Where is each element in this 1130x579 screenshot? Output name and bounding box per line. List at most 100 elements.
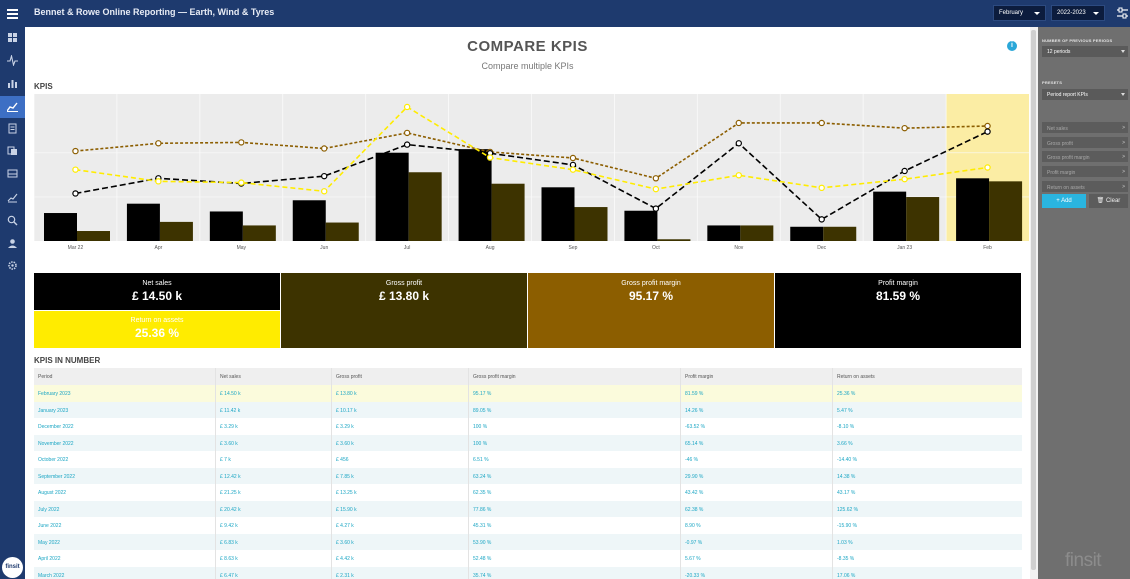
period-link[interactable]: July 2022 (38, 506, 60, 513)
kpi-tile-profit-margin[interactable]: Profit margin 81.59 % (775, 273, 1021, 348)
presets-select-value: Period report KPIs (1047, 92, 1088, 98)
bar-net-sales (624, 210, 658, 241)
sidebar-item-inbox[interactable] (0, 163, 25, 185)
vertical-scrollbar[interactable] (1030, 27, 1038, 579)
table-row[interactable]: December 2022 £ 3.29 k £ 3.29 k 100 % -63.52… (34, 418, 1022, 435)
kpi-tile-net-sales[interactable]: Net sales £ 14.50 k (34, 273, 280, 310)
add-button[interactable]: + Add (1042, 194, 1086, 208)
table-cell: £ 3.60 k (336, 539, 354, 546)
kpi-selector-label: Net sales (1047, 126, 1068, 132)
kpi-tile-label: Net sales (142, 280, 172, 287)
periods-select[interactable]: 12 periods (1042, 46, 1128, 57)
period-link[interactable]: January 2023 (38, 407, 69, 414)
kpi-selector-item[interactable]: Gross profit > (1042, 136, 1128, 149)
column-header[interactable]: Profit margin (685, 374, 714, 380)
kpi-selector-label: Profit margin (1047, 170, 1076, 177)
trend-icon (7, 193, 18, 203)
line-chart-icon (7, 102, 18, 112)
column-header[interactable]: Return on assets (837, 374, 875, 380)
table-cell: -8.35 % (837, 556, 855, 562)
kpi-tile-return-on-assets[interactable]: Return on assets 25.36 % (34, 311, 280, 348)
sidebar-item-reports[interactable] (0, 140, 25, 162)
period-link[interactable]: December 2022 (38, 424, 74, 430)
period-link[interactable]: September 2022 (38, 473, 75, 480)
table-row[interactable]: September 2022 £ 12.42 k £ 7.85 k 63.24 % 29… (34, 467, 1022, 484)
month-select[interactable]: February (993, 5, 1046, 21)
column-header[interactable]: Period (38, 374, 53, 380)
period-link[interactable]: August 2022 (38, 490, 67, 496)
kpi-selector-item[interactable]: Return on assets > (1042, 180, 1128, 193)
table-row[interactable]: May 2022 £ 6.83 k £ 3.60 k 53.90 % -0.97 % 1.… (34, 533, 1022, 550)
sidebar-item-line-chart[interactable] (0, 96, 25, 118)
chevron-right-icon[interactable]: > (1122, 125, 1125, 131)
point-gross-profit-margin (818, 119, 825, 127)
table-row[interactable]: March 2022 £ 6.47 k £ 2.31 k 35.74 % -20.33 … (34, 566, 1022, 579)
sidebar-item-activity[interactable] (0, 50, 25, 72)
sidebar-item-trend[interactable] (0, 187, 25, 209)
kpi-selector-item[interactable]: Gross profit margin > (1042, 151, 1128, 164)
dashboard-icon (8, 33, 17, 42)
table-row[interactable]: January 2023 £ 11.42 k £ 10.17 k 89.05 % 14.… (34, 401, 1022, 418)
kpi-selector-item[interactable]: Profit margin > (1042, 166, 1128, 179)
scrollbar-thumb[interactable] (1031, 30, 1036, 570)
table-row[interactable]: August 2022 £ 21.25 k £ 13.25 k 62.35 % 43.4… (34, 484, 1022, 501)
kpi-tile-gross-profit-margin[interactable]: Gross profit margin 95.17 % (528, 273, 774, 348)
sidebar-item-search[interactable] (0, 210, 25, 232)
x-tick-label: Mar 22 (68, 245, 84, 251)
column-header[interactable]: Gross profit (336, 374, 362, 380)
search-icon (7, 215, 18, 226)
column-header[interactable]: Net sales (220, 374, 241, 380)
table-row[interactable]: October 2022 £ 7 k £ 456 6.51 % -46 % -14.40 … (34, 451, 1022, 468)
table-row[interactable]: November 2022 £ 3.60 k £ 3.60 k 100 % 65.14 … (34, 434, 1022, 451)
presets-select[interactable]: Period report KPIs (1042, 89, 1128, 100)
chevron-right-icon[interactable]: > (1122, 183, 1125, 190)
table-row[interactable]: June 2022 £ 9.42 k £ 4.27 k 45.31 % 8.90 % -1… (34, 517, 1022, 534)
column-header[interactable]: Gross profit margin (473, 374, 516, 380)
year-select-value: 2022-2023 (1057, 10, 1086, 16)
period-link[interactable]: June 2022 (38, 523, 62, 529)
chevron-right-icon[interactable]: > (1122, 154, 1125, 161)
period-link[interactable]: November 2022 (38, 440, 74, 447)
table-row[interactable]: April 2022 £ 8.63 k £ 4.42 k 52.48 % 5.67 % -… (34, 550, 1022, 567)
kpis-in-number-title: KPIS IN NUMBER (34, 356, 101, 365)
year-select[interactable]: 2022-2023 (1051, 5, 1105, 21)
sidebar-item-document[interactable] (0, 118, 25, 140)
period-link[interactable]: March 2022 (38, 572, 65, 579)
filter-toggle-icon[interactable] (1115, 6, 1129, 21)
point-gross-profit-margin (321, 145, 328, 152)
period-link[interactable]: February 2023 (38, 391, 71, 397)
sidebar-item-bar-chart[interactable] (0, 73, 25, 95)
table-cell: £ 21.25 k (220, 490, 241, 496)
table-header: Period Net sales Gross profit Gross profit … (34, 368, 1022, 385)
menu-icon[interactable] (0, 0, 25, 27)
sidebar-item-settings[interactable] (0, 255, 25, 277)
point-profit-margin (984, 128, 991, 135)
sidebar (0, 27, 25, 579)
chevron-right-icon[interactable]: > (1122, 169, 1125, 176)
x-tick-label: Sep (569, 245, 578, 251)
kpi-selector-item[interactable]: Net sales > (1042, 122, 1128, 134)
point-return-on-assets (238, 179, 245, 186)
clear-button[interactable]: 🗑 Clear (1089, 194, 1128, 208)
point-gross-profit-margin (735, 119, 742, 127)
point-gross-profit-margin (72, 147, 79, 155)
table-cell: £ 6.47 k (220, 572, 238, 579)
page-title: COMPARE KPIS (467, 38, 588, 55)
finsit-logo-badge[interactable]: finsit (2, 557, 23, 578)
chevron-right-icon[interactable]: > (1122, 139, 1125, 146)
info-icon[interactable]: i (1007, 41, 1017, 51)
line-gross-profit-margin (75, 122, 988, 180)
bar-gross-profit (242, 225, 276, 241)
sidebar-item-user[interactable] (0, 233, 25, 255)
table-row[interactable]: February 2023 £ 14.50 k £ 13.80 k 95.17 % 81… (34, 385, 1022, 402)
period-link[interactable]: May 2022 (38, 539, 60, 546)
sidebar-item-dashboard[interactable] (0, 27, 25, 49)
page-subtitle: Compare multiple KPIs (481, 61, 574, 71)
reports-icon (7, 146, 17, 155)
kpi-tile-gross-profit[interactable]: Gross profit £ 13.80 k (281, 273, 527, 348)
period-link[interactable]: October 2022 (38, 457, 69, 463)
table-row[interactable]: July 2022 £ 20.42 k £ 15.90 k 77.86 % 62.38 … (34, 500, 1022, 517)
period-link[interactable]: April 2022 (38, 556, 61, 562)
table-divider (331, 368, 332, 579)
table-cell: £ 2.31 k (336, 572, 354, 579)
